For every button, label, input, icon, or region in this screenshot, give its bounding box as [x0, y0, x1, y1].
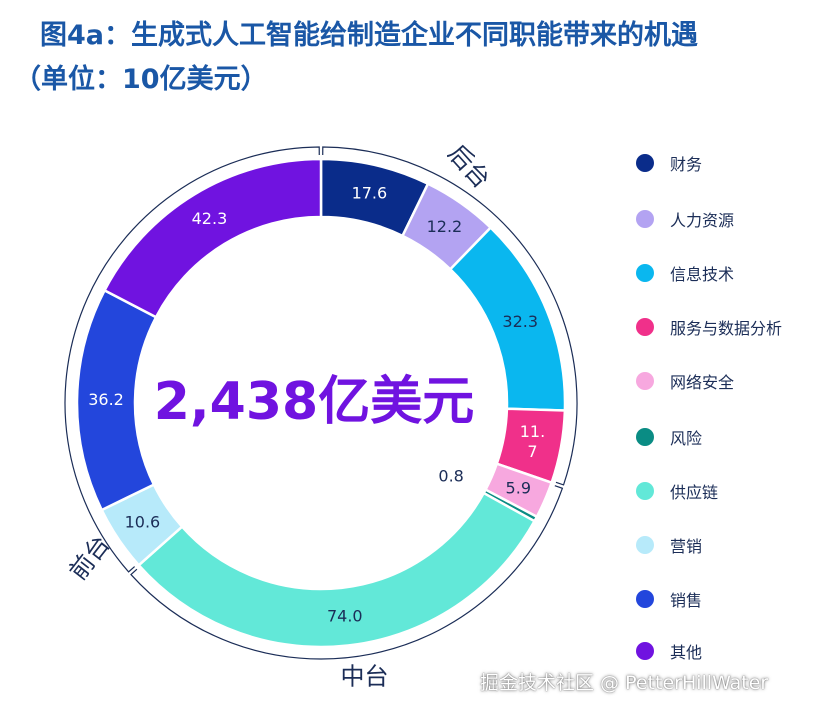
slice-value-label: 42.3	[192, 209, 228, 228]
legend-swatch	[636, 264, 654, 282]
legend-swatch	[636, 482, 654, 500]
group-bracket	[130, 485, 564, 660]
legend-item: 供应链	[632, 476, 822, 506]
group-label: 前台	[64, 530, 116, 585]
slice-value-label: 5.9	[506, 478, 531, 497]
legend-label: 财务	[670, 155, 703, 174]
legend-item: 服务与数据分析	[632, 312, 822, 342]
slice-value-label: 36.2	[88, 390, 124, 409]
legend-swatch	[636, 154, 654, 172]
legend-item: 其他	[632, 636, 822, 666]
legend-label: 信息技术	[670, 265, 735, 284]
group-bracket	[322, 146, 578, 486]
watermark: 掘金技术社区 @ PetterHillWater	[480, 672, 769, 694]
group-label: 中台	[340, 663, 388, 691]
legend-label: 人力资源	[670, 211, 735, 230]
legend-item: 网络安全	[632, 366, 822, 396]
group-label: 后台	[443, 139, 496, 193]
chart-subtitle: （单位：10亿美元）	[14, 64, 268, 95]
legend-item: 财务	[632, 148, 822, 178]
slice-value-label: 11. 7	[520, 421, 545, 460]
legend-swatch	[636, 428, 654, 446]
legend-swatch	[636, 536, 654, 554]
legend-label: 销售	[670, 591, 703, 610]
slice-value-label: 32.3	[502, 312, 538, 331]
legend-label: 服务与数据分析	[670, 319, 783, 338]
group-bracket	[64, 146, 320, 573]
legend-item: 风险	[632, 422, 822, 452]
center-total: 2,438亿美元	[154, 372, 474, 432]
legend-label: 其他	[670, 643, 703, 662]
slice-value-label: 10.6	[125, 512, 161, 531]
legend-swatch	[636, 372, 654, 390]
legend-label: 营销	[670, 537, 703, 556]
slice-value-label: 0.8	[438, 466, 463, 485]
legend-item: 销售	[632, 584, 822, 614]
legend-label: 网络安全	[670, 373, 735, 392]
slice-value-label: 17.6	[352, 183, 388, 202]
legend-swatch	[636, 318, 654, 336]
slice-value-label: 12.2	[427, 216, 463, 235]
legend-item: 信息技术	[632, 258, 822, 288]
legend-swatch	[636, 642, 654, 660]
legend-swatch	[636, 210, 654, 228]
legend-label: 供应链	[670, 483, 719, 502]
chart-title: 图4a：生成式人工智能给制造企业不同职能带来的机遇	[40, 20, 699, 51]
donut-slice-10	[102, 157, 323, 319]
legend-swatch	[636, 590, 654, 608]
legend-label: 风险	[670, 429, 703, 448]
legend-item: 人力资源	[632, 204, 822, 234]
legend-item: 营销	[632, 530, 822, 560]
slice-value-label: 74.0	[327, 606, 363, 625]
